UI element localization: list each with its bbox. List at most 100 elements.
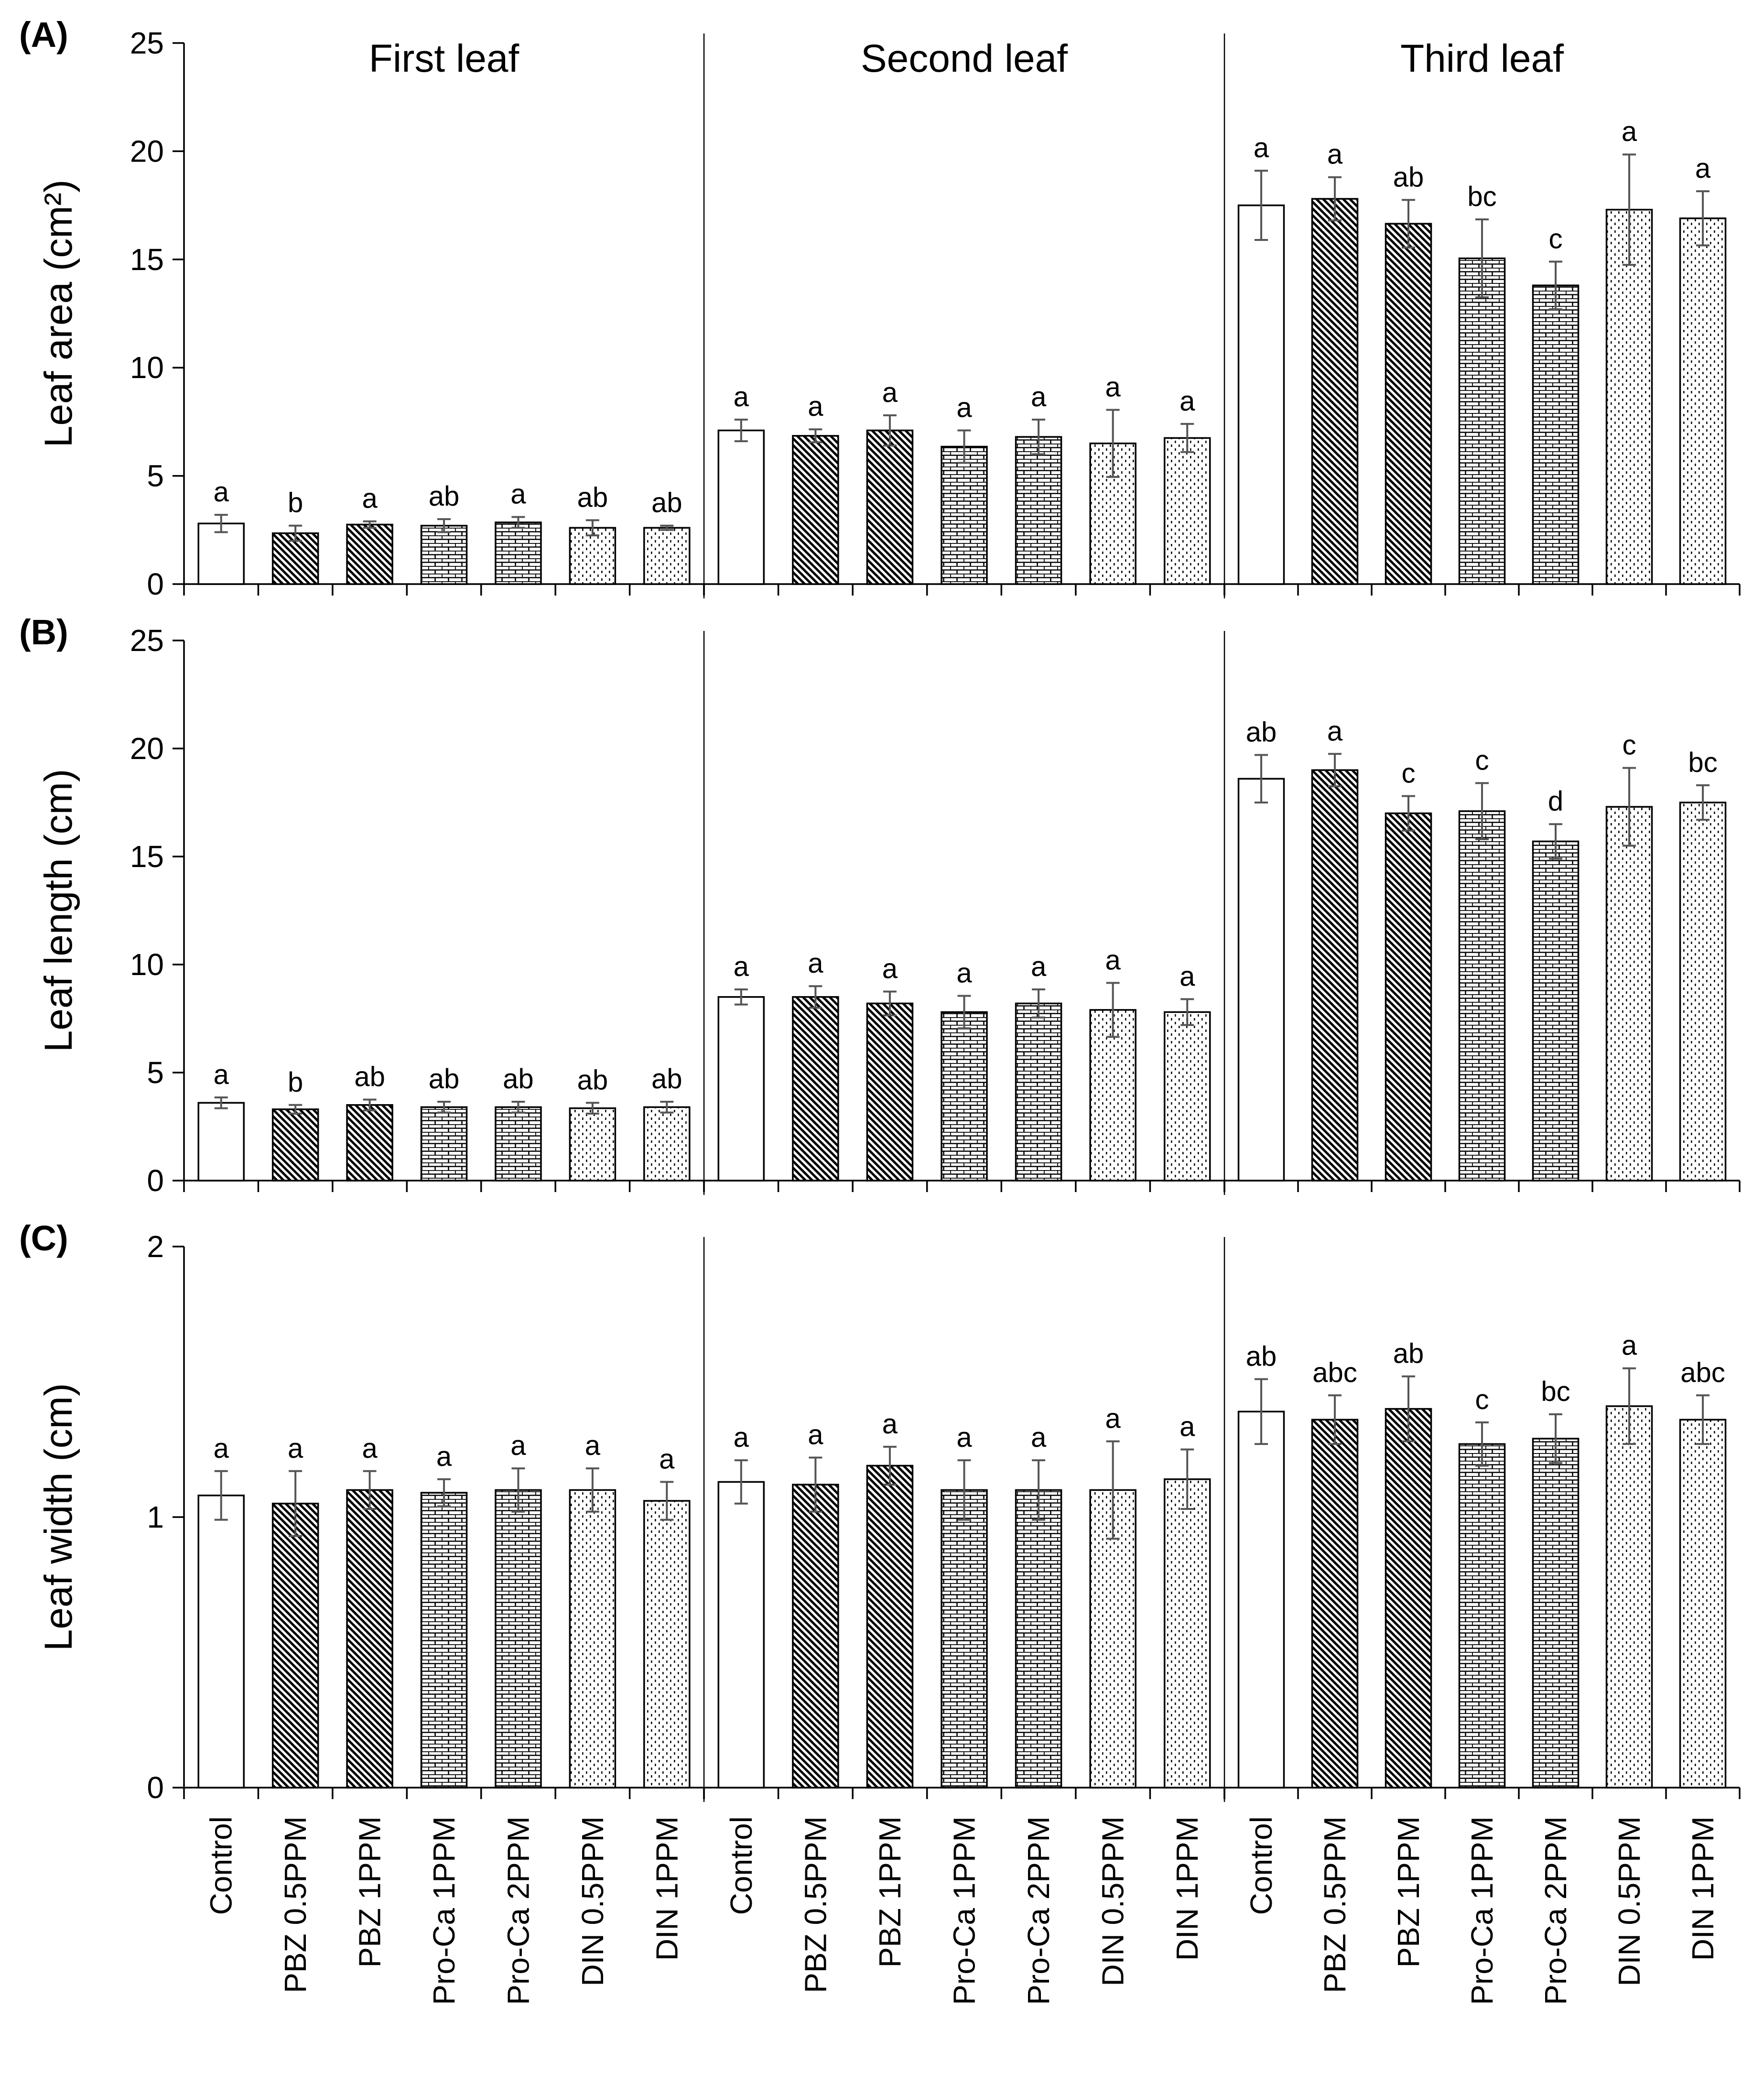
significance-letter: ab	[1393, 1338, 1424, 1369]
category-label: PBZ 1PPM	[1391, 1816, 1426, 1968]
significance-letter: c	[1402, 758, 1416, 789]
significance-letter: abc	[1312, 1357, 1357, 1388]
error-bar	[1032, 1459, 1046, 1521]
significance-letter: a	[1031, 381, 1047, 412]
bar-0-0	[197, 522, 245, 585]
bar-2-2	[1385, 223, 1432, 585]
error-bar	[883, 414, 897, 447]
error-bar	[585, 1102, 599, 1115]
significance-letter: c	[1475, 1384, 1489, 1415]
error-bar	[363, 1470, 377, 1510]
error-bar	[809, 1456, 822, 1513]
bar-0-6	[643, 1106, 691, 1182]
error-bar	[1549, 823, 1562, 860]
bar-2-5	[1605, 806, 1653, 1182]
error-bar	[957, 995, 971, 1030]
bar-2-5	[1605, 208, 1653, 585]
category-label: DIN 1PPM	[649, 1816, 684, 1961]
significance-letter: b	[288, 1067, 303, 1098]
bar-0-4	[495, 1489, 542, 1789]
bar-1-5	[1089, 1009, 1136, 1182]
significance-letter: ab	[577, 482, 608, 513]
error-bar	[363, 1098, 377, 1112]
bar-2-0	[1237, 204, 1285, 585]
bar-2-5	[1605, 1405, 1653, 1789]
bar-1-1	[792, 996, 839, 1182]
error-bar	[1696, 1394, 1710, 1445]
error-bar	[809, 985, 822, 1009]
significance-letter: a	[288, 1433, 303, 1464]
category-label: Pro-Ca 1PPM	[427, 1816, 461, 2005]
category-label: Control	[1244, 1816, 1278, 1915]
significance-letter: c	[1475, 745, 1489, 776]
error-bar	[437, 1478, 451, 1508]
bar-0-6	[643, 527, 691, 585]
significance-letter: a	[510, 479, 526, 510]
error-bar	[585, 519, 599, 537]
bar-2-2	[1385, 1408, 1432, 1789]
bar-2-0	[1237, 778, 1285, 1182]
significance-letter: a	[659, 1443, 675, 1475]
y-tick-label: 25	[130, 623, 164, 658]
error-bar	[1180, 1448, 1194, 1510]
bar-0-1	[271, 1502, 319, 1789]
error-bar	[214, 1096, 228, 1109]
bar-1-2	[866, 429, 914, 585]
bar-1-6	[1163, 1478, 1211, 1789]
significance-letter: a	[734, 951, 749, 982]
error-bar	[1402, 1375, 1415, 1443]
group-title: First leaf	[369, 37, 519, 80]
bar-0-4	[495, 521, 542, 585]
significance-letter: d	[1548, 786, 1563, 817]
significance-letter: a	[1105, 371, 1121, 402]
panel-label: (A)	[19, 15, 68, 54]
error-bar	[1032, 988, 1046, 1019]
significance-letter: bc	[1541, 1376, 1570, 1407]
significance-letter: a	[956, 392, 972, 423]
significance-letter: a	[808, 1419, 823, 1450]
bar-2-3	[1458, 1443, 1506, 1789]
error-bar	[437, 518, 451, 533]
error-bar	[734, 988, 748, 1006]
category-label: PBZ 1PPM	[353, 1816, 387, 1968]
error-bar	[289, 1470, 303, 1537]
error-bar	[1328, 176, 1342, 222]
error-bar	[1475, 218, 1489, 299]
category-label: PBZ 0.5PPM	[278, 1816, 313, 1993]
y-tick-label: 2	[147, 1229, 164, 1264]
bar-1-0	[717, 996, 765, 1182]
error-bar	[957, 1459, 971, 1521]
significance-letter: ab	[429, 481, 460, 512]
error-bar	[1328, 1394, 1342, 1445]
category-label: DIN 0.5PPM	[1612, 1816, 1646, 1986]
bar-0-2	[346, 1489, 393, 1789]
bar-1-1	[792, 1484, 839, 1789]
significance-letter: a	[1031, 951, 1047, 982]
bar-0-5	[569, 1489, 617, 1789]
panel-label: (B)	[19, 612, 68, 652]
significance-letter: a	[808, 948, 823, 979]
significance-letter: a	[1327, 139, 1343, 170]
error-bar	[1696, 190, 1710, 247]
significance-letter: ab	[354, 1062, 385, 1093]
error-bar	[734, 1459, 748, 1505]
error-bar	[1402, 199, 1415, 249]
significance-letter: ab	[651, 1063, 682, 1095]
bar-0-3	[420, 524, 468, 585]
significance-letter: a	[1622, 116, 1637, 147]
error-bar	[1106, 409, 1120, 478]
category-label: DIN 0.5PPM	[575, 1816, 610, 1986]
bar-2-2	[1385, 812, 1432, 1182]
category-label: Pro-Ca 2PPM	[1021, 1816, 1056, 2005]
y-tick-label: 20	[130, 731, 164, 766]
significance-letter: bc	[1688, 747, 1717, 778]
bar-0-5	[569, 527, 617, 585]
bar-1-6	[1163, 437, 1211, 585]
y-tick-label: 0	[147, 1163, 164, 1198]
category-label: DIN 0.5PPM	[1096, 1816, 1130, 1986]
error-bar	[437, 1101, 451, 1114]
y-tick-label: 20	[130, 134, 164, 168]
bar-1-2	[866, 1002, 914, 1182]
error-bar	[1180, 423, 1194, 453]
